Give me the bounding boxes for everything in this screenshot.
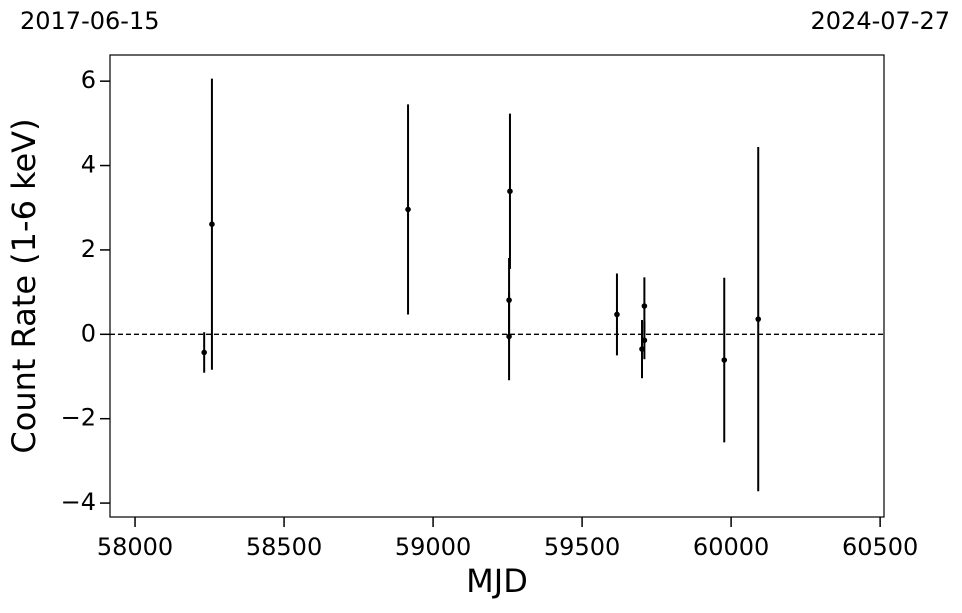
y-tick-label: 0 bbox=[81, 319, 96, 347]
x-tick-label: 58000 bbox=[97, 533, 173, 561]
y-tick-label: 6 bbox=[81, 66, 96, 94]
y-axis-label: Count Rate (1-6 keV) bbox=[5, 118, 43, 453]
plot-frame bbox=[109, 54, 885, 518]
data-point bbox=[641, 303, 648, 309]
y-tick-label: −4 bbox=[61, 488, 96, 516]
top-right-date: 2024-07-27 bbox=[811, 7, 950, 35]
y-tick-label: 4 bbox=[81, 151, 96, 179]
top-left-date: 2017-06-15 bbox=[20, 7, 159, 35]
data-point bbox=[614, 311, 620, 318]
x-tick-label: 59500 bbox=[544, 533, 620, 561]
data-point bbox=[506, 333, 512, 340]
data-point bbox=[405, 206, 411, 213]
x-tick-label: 60500 bbox=[842, 533, 918, 561]
y-tick-label: 2 bbox=[81, 235, 96, 263]
data-point bbox=[209, 221, 215, 227]
x-axis-label: MJD bbox=[466, 562, 528, 600]
y-tick-label: −2 bbox=[61, 404, 96, 432]
data-point bbox=[721, 357, 728, 363]
data-point bbox=[507, 188, 513, 195]
data-point bbox=[201, 349, 207, 356]
data-point bbox=[755, 316, 762, 322]
x-tick-label: 60000 bbox=[693, 533, 769, 561]
x-tick-label: 59000 bbox=[395, 533, 471, 561]
data-point bbox=[639, 346, 645, 352]
x-tick-label: 58500 bbox=[246, 533, 322, 561]
